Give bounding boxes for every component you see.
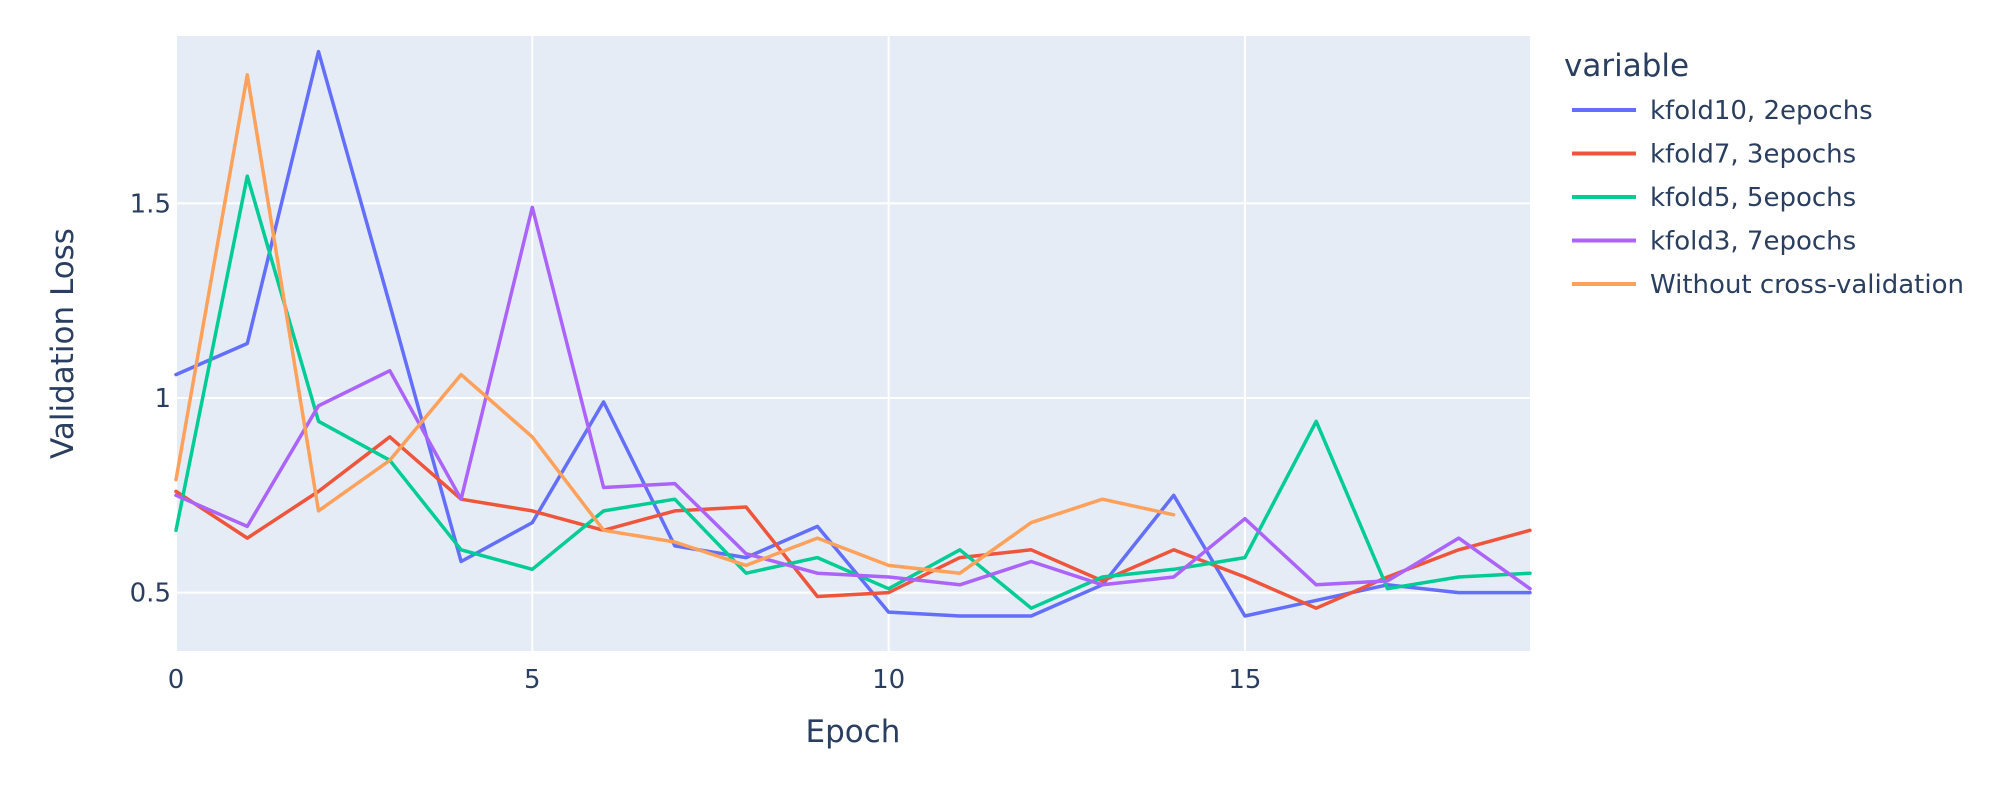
y-tick-label: 1.5 [130, 189, 171, 219]
x-tick-label: 15 [1228, 665, 1261, 695]
legend-title: variable [1564, 48, 1689, 84]
legend-item[interactable]: kfold7, 3epochs [1572, 140, 1856, 170]
y-tick-label: 1 [154, 384, 171, 414]
y-axis-title: Validation Loss [45, 228, 81, 459]
x-tick-label: 5 [524, 665, 541, 695]
series-line[interactable] [174, 205, 1532, 591]
series-line[interactable] [174, 73, 1176, 575]
gridlines [175, 36, 1530, 651]
series-lines [174, 49, 1532, 618]
y-axis-ticks: 0.5 1 1.5 [130, 189, 171, 608]
legend-item[interactable]: Without cross-validation [1572, 270, 1964, 300]
x-axis-title: Epoch [806, 714, 901, 750]
legend-label: kfold7, 3epochs [1650, 140, 1856, 170]
legend-label: kfold5, 5epochs [1650, 183, 1856, 213]
legend[interactable]: variable kfold10, 2epochs kfold7, 3epochs… [1564, 48, 1964, 300]
x-tick-label: 10 [872, 665, 905, 695]
y-tick-label: 0.5 [130, 579, 171, 609]
x-tick-label: 0 [168, 665, 185, 695]
legend-label: kfold10, 2epochs [1650, 96, 1873, 126]
plot-area [176, 36, 1530, 651]
legend-label: kfold3, 7epochs [1650, 227, 1856, 257]
legend-item[interactable]: kfold5, 5epochs [1572, 183, 1856, 213]
legend-items[interactable]: kfold10, 2epochs kfold7, 3epochs kfold5, 5… [1572, 96, 1964, 300]
legend-item[interactable]: kfold3, 7epochs [1572, 227, 1856, 257]
x-axis-ticks: 0 5 10 15 [168, 665, 1262, 695]
legend-label: Without cross-validation [1650, 270, 1964, 300]
legend-item[interactable]: kfold10, 2epochs [1572, 96, 1873, 126]
series-line[interactable] [174, 174, 1532, 610]
